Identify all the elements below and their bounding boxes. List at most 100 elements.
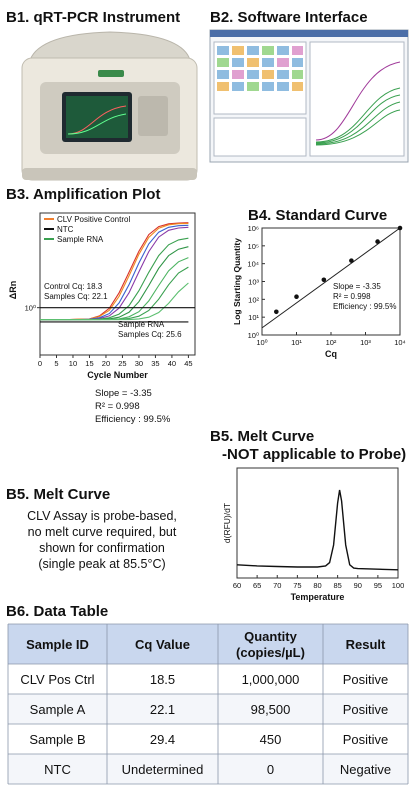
legend-label: NTC bbox=[57, 225, 74, 234]
data-point bbox=[294, 294, 299, 300]
data-point bbox=[274, 309, 279, 315]
annotation: Slope = -3.35 bbox=[333, 282, 381, 291]
x-tick-label: 10 bbox=[69, 359, 77, 368]
panel-title: B4. Standard Curve bbox=[248, 207, 387, 224]
x-tick-label: 70 bbox=[273, 581, 281, 590]
stat-text: Efficiency : 99.5% bbox=[95, 414, 171, 425]
data-point bbox=[349, 258, 354, 263]
table-cell: Sample A bbox=[30, 702, 86, 717]
legend-label: Sample RNA bbox=[57, 235, 104, 244]
table-header: Sample ID bbox=[26, 637, 89, 652]
table-row-bg bbox=[8, 694, 408, 724]
panel-subtitle: -NOT applicable to Probe) bbox=[222, 446, 406, 463]
plot-frame bbox=[236, 467, 399, 579]
x-tick-label: 5 bbox=[54, 359, 58, 368]
table-row-bg bbox=[8, 724, 408, 754]
table-cell: Negative bbox=[340, 762, 391, 777]
table-header: Cq Value bbox=[135, 637, 190, 652]
table-row-bg bbox=[8, 754, 408, 784]
panel-title: B5. Melt Curve bbox=[6, 486, 110, 503]
x-tick-label: 40 bbox=[168, 359, 176, 368]
panel-title: B6. Data Table bbox=[6, 603, 108, 620]
table-cell: Undetermined bbox=[122, 762, 204, 777]
y-tick-label: 10⁰ bbox=[248, 331, 259, 340]
table-cell: 0 bbox=[267, 762, 274, 777]
x-tick-label: 35 bbox=[151, 359, 159, 368]
x-axis-label: Cycle Number bbox=[87, 370, 148, 380]
plot-frame bbox=[261, 227, 401, 336]
x-tick-label: 10¹ bbox=[291, 338, 302, 347]
table-cell: 22.1 bbox=[150, 702, 175, 717]
table-cell: 450 bbox=[260, 732, 282, 747]
table-cell: Positive bbox=[343, 732, 389, 747]
y-tick-label: 10⁰ bbox=[25, 304, 36, 313]
annotation: Samples Cq: 25.6 bbox=[118, 330, 182, 339]
x-tick-label: 20 bbox=[102, 359, 110, 368]
annotation: R² = 0.998 bbox=[333, 292, 371, 301]
table-cell: Sample B bbox=[29, 732, 85, 747]
panel-title: B1. qRT-PCR Instrument bbox=[6, 9, 180, 26]
table-cell: Positive bbox=[343, 702, 389, 717]
x-axis-label: Temperature bbox=[291, 592, 345, 602]
table-cell: CLV Pos Ctrl bbox=[20, 672, 94, 687]
note-line: (single peak at 85.5°C) bbox=[38, 557, 165, 571]
table-header: (copies/µL) bbox=[236, 645, 305, 660]
x-tick-label: 15 bbox=[85, 359, 93, 368]
annotation: Control Cq: 18.3 bbox=[44, 282, 103, 291]
x-axis-label: Cq bbox=[325, 349, 337, 359]
y-tick-label: 10² bbox=[248, 295, 259, 304]
panel-title: B3. Amplification Plot bbox=[6, 186, 160, 203]
x-tick-label: 10² bbox=[326, 338, 337, 347]
x-tick-label: 80 bbox=[313, 581, 321, 590]
table-cell: 18.5 bbox=[150, 672, 175, 687]
data-point bbox=[397, 225, 403, 231]
x-tick-label: 90 bbox=[354, 581, 362, 590]
fit-line bbox=[261, 227, 401, 329]
x-tick-label: 60 bbox=[233, 581, 241, 590]
x-tick-label: 30 bbox=[135, 359, 143, 368]
instrument-image bbox=[21, 31, 198, 181]
stat-text: R² = 0.998 bbox=[95, 401, 140, 412]
x-tick-label: 25 bbox=[118, 359, 126, 368]
table-cell: Positive bbox=[343, 672, 389, 687]
table-header: Result bbox=[346, 637, 386, 652]
table-cell: 98,500 bbox=[251, 702, 291, 717]
y-tick-label: 10⁴ bbox=[247, 260, 259, 269]
annotation: Efficiency : 99.5% bbox=[333, 302, 396, 311]
x-tick-label: 85 bbox=[333, 581, 341, 590]
software-image bbox=[209, 29, 409, 163]
stat-text: Slope = -3.35 bbox=[95, 388, 152, 399]
note-line: CLV Assay is probe-based, bbox=[27, 509, 177, 523]
table-cell: NTC bbox=[44, 762, 71, 777]
y-tick-label: 10¹ bbox=[248, 313, 259, 322]
y-axis-label: Log Starting Quantity bbox=[232, 238, 242, 325]
panel-title: B2. Software Interface bbox=[210, 9, 368, 26]
note-line: no melt curve required, but bbox=[28, 525, 177, 539]
annotation: Samples Cq: 22.1 bbox=[44, 292, 108, 301]
y-tick-label: 10⁶ bbox=[248, 224, 259, 233]
y-axis-label: d(RFU)/dT bbox=[222, 503, 232, 543]
note-line: shown for confirmation bbox=[39, 541, 165, 555]
x-tick-label: 45 bbox=[184, 359, 192, 368]
y-axis-label: ΔRn bbox=[8, 281, 18, 299]
x-tick-label: 75 bbox=[293, 581, 301, 590]
table-header: Quantity bbox=[244, 629, 297, 644]
table-row-bg bbox=[8, 664, 408, 694]
table-header-bg bbox=[8, 624, 408, 664]
y-tick-label: 10³ bbox=[248, 278, 259, 287]
x-tick-label: 0 bbox=[38, 359, 42, 368]
table-cell: 1,000,000 bbox=[242, 672, 300, 687]
x-tick-label: 10³ bbox=[360, 338, 371, 347]
legend-label: CLV Positive Control bbox=[57, 215, 130, 224]
data-point bbox=[375, 239, 380, 244]
x-tick-label: 65 bbox=[253, 581, 261, 590]
y-tick-label: 10⁵ bbox=[248, 242, 259, 251]
table-cell: 29.4 bbox=[150, 732, 175, 747]
panel-title: B5. Melt Curve bbox=[210, 428, 314, 445]
x-tick-label: 10⁰ bbox=[256, 338, 267, 347]
data-point bbox=[321, 277, 327, 283]
x-tick-label: 100 bbox=[392, 581, 405, 590]
annotation: Sample RNA bbox=[118, 320, 165, 329]
x-tick-label: 95 bbox=[374, 581, 382, 590]
